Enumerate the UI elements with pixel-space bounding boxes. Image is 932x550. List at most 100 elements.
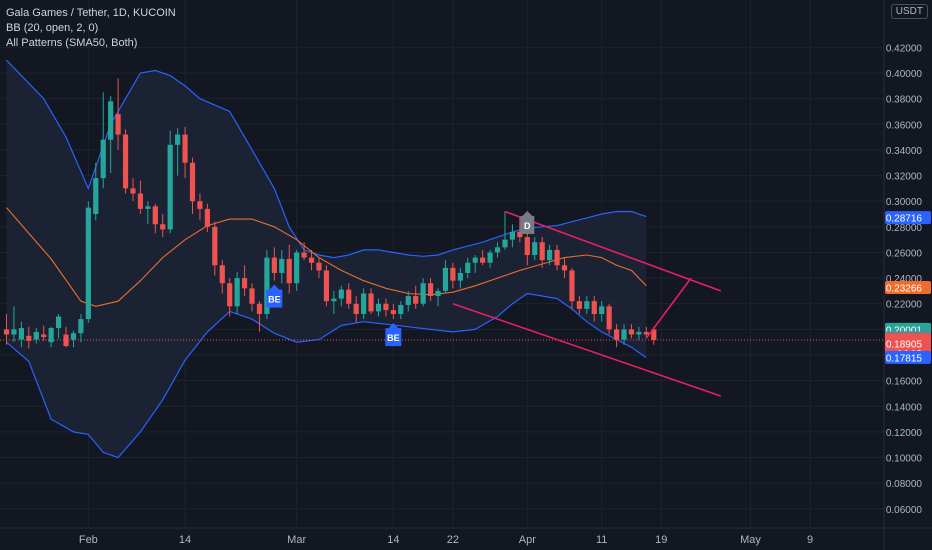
candle-body: [353, 303, 359, 314]
bb-indicator-label[interactable]: BB (20, open, 2, 0): [6, 22, 99, 34]
candle-body: [85, 207, 91, 320]
x-tick-label: Feb: [79, 534, 98, 546]
patterns-indicator-label[interactable]: All Patterns (SMA50, Both): [6, 37, 138, 49]
y-tick-label: 0.16000: [886, 377, 923, 388]
y-tick-label: 0.40000: [886, 69, 923, 80]
bb-basis: [6, 207, 647, 307]
pattern-marker-d: D: [520, 210, 535, 234]
candle-body: [249, 288, 255, 304]
candle-body: [509, 231, 516, 240]
candle-body: [628, 329, 635, 335]
candle-body: [472, 257, 478, 263]
candle-body: [145, 206, 151, 209]
x-tick-label: 14: [387, 534, 399, 546]
candle-body: [502, 239, 508, 248]
price-label: 0.23266: [885, 281, 931, 295]
candle-body: [442, 267, 449, 291]
x-tick-label: 19: [655, 534, 667, 546]
candle-body: [480, 257, 486, 263]
pattern-marker-be: BE: [266, 284, 283, 308]
candle-body: [331, 298, 337, 302]
candle-body: [204, 208, 210, 227]
candle-body: [227, 283, 233, 307]
y-tick-label: 0.32000: [886, 172, 923, 183]
price-label-text: 0.20001: [886, 325, 923, 336]
price-label: 0.18905: [885, 336, 931, 350]
y-tick-label: 0.10000: [886, 454, 923, 465]
pattern-label: BE: [268, 295, 281, 305]
pattern-label: BE: [387, 333, 400, 343]
candle-body: [286, 258, 292, 284]
symbol-title[interactable]: Gala Games / Tether, 1D, KUCOIN: [6, 7, 176, 19]
candle-body: [398, 305, 404, 314]
candle-body: [651, 329, 657, 340]
pattern-badge: [266, 284, 283, 308]
price-label-bg: [885, 350, 931, 364]
pattern-label: D: [524, 221, 531, 231]
x-tick-label: Mar: [287, 534, 306, 546]
price-label-text: 0.17815: [886, 353, 923, 364]
candle-body: [361, 293, 367, 314]
candle-body: [375, 303, 382, 312]
candle-body: [323, 270, 330, 302]
candle-body: [547, 249, 553, 261]
candle-body: [636, 331, 642, 335]
candle-body: [338, 289, 344, 299]
candle-body: [457, 272, 463, 281]
chart-legend: Gala Games / Tether, 1D, KUCOIN BB (20, …: [6, 6, 176, 51]
price-axis: 0.06000 0.08000 0.10000 0.12000 0.14000 0.160…: [885, 43, 931, 516]
price-label-bg: [885, 336, 931, 350]
candle-body: [63, 334, 69, 347]
candle-body: [613, 329, 620, 340]
x-tick-label: May: [740, 534, 761, 546]
y-tick-label: 0.22000: [886, 300, 923, 311]
y-tick-label: 0.38000: [886, 95, 923, 106]
candle-body: [301, 252, 307, 258]
bb-fill: [6, 60, 647, 458]
y-tick-label: 0.06000: [886, 505, 923, 516]
candle-body: [48, 328, 54, 343]
candle-body: [152, 206, 158, 225]
candle-body: [55, 316, 62, 329]
trendline-projection: [645, 277, 692, 339]
candle-body: [100, 139, 106, 179]
candle-body: [606, 306, 612, 330]
y-tick-label: 0.34000: [886, 146, 923, 157]
candle-body: [175, 134, 181, 145]
candle-body: [532, 242, 538, 256]
price-label: 0.17815: [885, 350, 931, 364]
candle-body: [524, 237, 530, 256]
candle-body: [271, 257, 277, 273]
candle-body: [18, 328, 24, 340]
candle-body: [517, 231, 523, 238]
x-tick-label: 9: [807, 534, 813, 546]
y-tick-label: 0.30000: [886, 197, 923, 208]
pattern-badge: [520, 210, 535, 234]
candles: [3, 78, 657, 349]
candle-body: [115, 114, 121, 135]
currency-label[interactable]: USDT: [890, 4, 928, 19]
candle-body: [591, 301, 597, 314]
y-tick-label: 0.28000: [886, 223, 923, 234]
candle-body: [160, 224, 166, 230]
candle-body: [108, 101, 114, 140]
price-label-bg: [885, 211, 931, 225]
pattern-badge: [385, 323, 402, 347]
candle-body: [33, 331, 39, 340]
candle-body: [219, 265, 225, 284]
x-tick-label: 11: [596, 534, 607, 546]
candle-body: [413, 296, 419, 304]
candle-body: [643, 331, 649, 335]
candle-body: [450, 267, 456, 281]
price-label-text: 0.28716: [886, 214, 923, 225]
candle-body: [554, 249, 560, 266]
candle-body: [167, 144, 173, 230]
candle-body: [539, 242, 545, 261]
y-tick-label: 0.08000: [886, 479, 923, 490]
price-label-bg: [885, 281, 931, 295]
y-tick-label: 0.26000: [886, 248, 923, 259]
x-tick-label: 14: [179, 534, 191, 546]
y-tick-label: 0.12000: [886, 428, 923, 439]
